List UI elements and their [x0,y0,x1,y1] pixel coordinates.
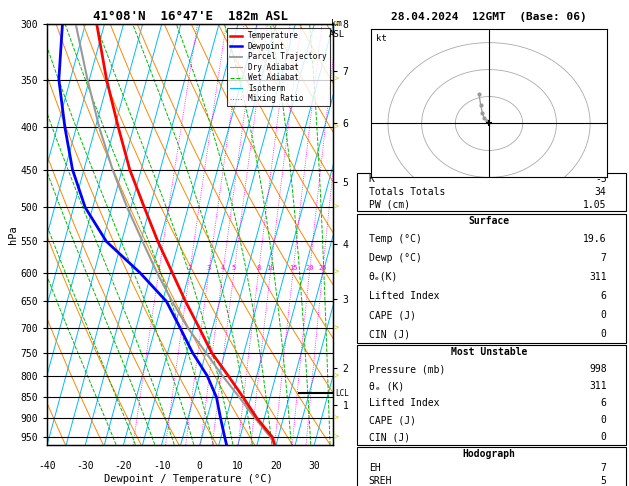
Text: 25: 25 [318,265,326,271]
Text: >: > [334,268,339,277]
Text: 0: 0 [601,329,606,339]
Text: Most Unstable: Most Unstable [451,347,527,357]
Text: >: > [334,75,339,84]
Text: Dewpoint / Temperature (°C): Dewpoint / Temperature (°C) [104,473,273,484]
Text: -5: -5 [595,174,606,184]
Bar [357,345,626,445]
Text: Lifted Index: Lifted Index [369,398,439,408]
Text: EH: EH [369,463,381,473]
Text: CIN (J): CIN (J) [369,329,410,339]
Text: -30: -30 [77,461,94,471]
Text: -40: -40 [38,461,56,471]
Text: SREH: SREH [369,476,392,486]
Text: K: K [369,174,374,184]
Text: 20: 20 [305,265,314,271]
Text: 15: 15 [289,265,297,271]
Text: Surface: Surface [469,216,509,226]
Text: 10: 10 [232,461,244,471]
Text: 7: 7 [601,463,606,473]
Text: 30: 30 [308,461,320,471]
Text: >: > [334,203,339,212]
Bar [357,447,626,486]
Text: -20: -20 [114,461,132,471]
Bar [357,214,626,343]
Text: >: > [334,433,339,442]
Text: 3: 3 [206,265,211,271]
Text: 10: 10 [266,265,275,271]
Text: 8: 8 [256,265,260,271]
Text: 998: 998 [589,364,606,374]
Text: Lifted Index: Lifted Index [369,291,439,301]
Text: Hodograph: Hodograph [462,450,516,459]
Text: >: > [334,123,339,132]
Legend: Temperature, Dewpoint, Parcel Trajectory, Dry Adiabat, Wet Adiabat, Isotherm, Mi: Temperature, Dewpoint, Parcel Trajectory… [227,28,330,106]
Text: km
ASL: km ASL [328,19,345,39]
Text: CAPE (J): CAPE (J) [369,415,416,425]
Text: >: > [334,323,339,332]
Text: 311: 311 [589,272,606,282]
Text: 6: 6 [601,398,606,408]
Text: 5: 5 [232,265,236,271]
Bar [357,173,626,211]
Text: 1: 1 [157,265,161,271]
Text: >: > [334,414,339,422]
Text: kt: kt [376,34,387,43]
Title: 41°08'N  16°47'E  182m ASL: 41°08'N 16°47'E 182m ASL [92,10,288,23]
Text: 28.04.2024  12GMT  (Base: 06): 28.04.2024 12GMT (Base: 06) [391,12,587,22]
Text: -10: -10 [153,461,170,471]
Text: CIN (J): CIN (J) [369,432,410,442]
Text: 1.05: 1.05 [583,200,606,210]
Text: >: > [334,371,339,380]
Text: 5: 5 [601,476,606,486]
Text: 0: 0 [601,415,606,425]
Text: >: > [334,20,339,29]
Text: 6: 6 [601,291,606,301]
Text: 7: 7 [601,253,606,263]
Text: 311: 311 [589,381,606,391]
Text: 19.6: 19.6 [583,234,606,244]
Text: 0: 0 [601,432,606,442]
Text: CAPE (J): CAPE (J) [369,310,416,320]
Y-axis label: hPa: hPa [8,225,18,244]
Text: θₑ(K): θₑ(K) [369,272,398,282]
Text: 0: 0 [197,461,203,471]
Text: θₑ (K): θₑ (K) [369,381,404,391]
Text: LCL: LCL [335,389,349,398]
Text: 34: 34 [595,187,606,197]
Text: PW (cm): PW (cm) [369,200,410,210]
Text: Pressure (mb): Pressure (mb) [369,364,445,374]
Text: Totals Totals: Totals Totals [369,187,445,197]
Text: 20: 20 [270,461,282,471]
Text: Dewp (°C): Dewp (°C) [369,253,421,263]
Text: 4: 4 [221,265,225,271]
Text: 2: 2 [187,265,192,271]
Text: 0: 0 [601,310,606,320]
Text: Temp (°C): Temp (°C) [369,234,421,244]
